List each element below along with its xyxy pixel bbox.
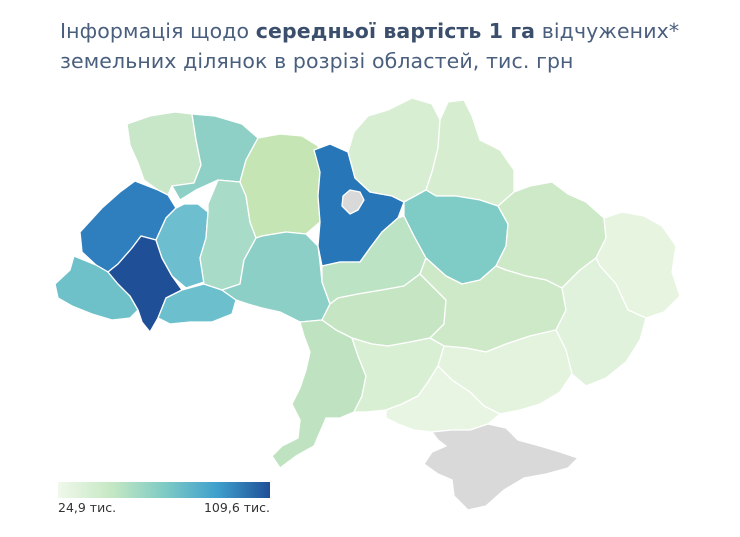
region-crimea[interactable] [423, 423, 579, 511]
title-bold: середньої вартість 1 га [255, 19, 536, 43]
region-chernivtsi[interactable] [157, 283, 237, 325]
region-odesa[interactable] [271, 319, 367, 469]
color-legend: 24,9 тис. 109,6 тис. [58, 482, 270, 518]
title-line-2: земельних ділянок в розрізі областей, ти… [60, 49, 574, 73]
title-part-2: відчужених* [535, 19, 680, 43]
legend-labels: 24,9 тис. 109,6 тис. [58, 500, 270, 518]
region-zhytomyr[interactable] [239, 133, 321, 239]
title-part-1: Інформація щодо [60, 19, 256, 43]
region-kyiv-city[interactable] [341, 189, 365, 215]
map-title: Інформація щодо середньої вартість 1 га … [60, 16, 720, 76]
region-sumy[interactable] [425, 99, 515, 207]
region-rivne[interactable] [171, 113, 259, 201]
legend-min-label: 24,9 тис. [58, 500, 117, 515]
legend-gradient-bar [58, 482, 270, 498]
legend-max-label: 109,6 тис. [203, 500, 270, 515]
